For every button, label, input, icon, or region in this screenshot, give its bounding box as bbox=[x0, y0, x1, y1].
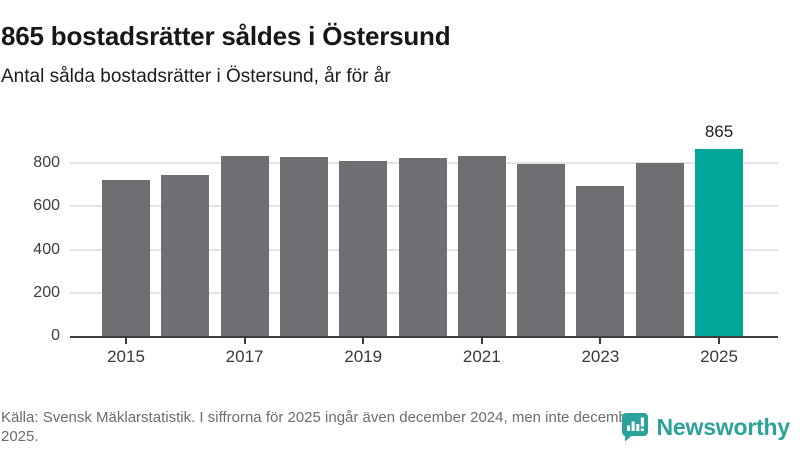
x-axis-tick-2025 bbox=[718, 336, 720, 344]
bar-2019 bbox=[339, 161, 388, 336]
y-axis-label-400: 400 bbox=[33, 240, 60, 258]
y-axis-label-0: 0 bbox=[51, 327, 60, 344]
y-axis-label-600: 600 bbox=[33, 197, 60, 215]
y-axis-label-800: 800 bbox=[33, 154, 60, 172]
x-axis-label-2021: 2021 bbox=[462, 347, 501, 366]
chart-subtitle: Antal sålda bostadsrätter i Östersund, å… bbox=[1, 66, 391, 87]
plot-area: 0 200 400 600 800 2015 2017 2019 2021 2023 2025 865 bbox=[33, 120, 778, 366]
y-axis-label-200: 200 bbox=[33, 283, 60, 301]
page-title: 865 bostadsrätter såldes i Östersund bbox=[1, 21, 451, 52]
bar-2016 bbox=[161, 175, 210, 336]
x-axis-line bbox=[70, 336, 778, 338]
bar-2024 bbox=[635, 163, 684, 336]
bar-2018 bbox=[279, 156, 328, 336]
bar-2021 bbox=[457, 155, 506, 336]
bar-2017 bbox=[220, 155, 269, 336]
x-axis-tick-2023 bbox=[599, 336, 602, 344]
bar-2022 bbox=[517, 164, 566, 336]
x-axis-tick-2017 bbox=[243, 336, 246, 344]
x-axis-label-2023: 2023 bbox=[581, 347, 620, 366]
bar-2015 bbox=[102, 180, 150, 336]
x-axis-tick-2021 bbox=[480, 336, 483, 344]
brand-wordmark: Newsworthy bbox=[656, 413, 791, 440]
x-axis-label-2015: 2015 bbox=[107, 347, 145, 366]
newsworthy-bubble-icon bbox=[621, 413, 648, 442]
x-axis-label-2025: 2025 bbox=[700, 347, 738, 366]
bar-2020 bbox=[398, 157, 447, 336]
x-axis-label-2019: 2019 bbox=[344, 347, 383, 366]
x-axis-label-2017: 2017 bbox=[225, 347, 264, 366]
bar-2023 bbox=[576, 185, 625, 336]
x-axis-tick-2015 bbox=[125, 336, 127, 344]
newsworthy-logo: Newsworthy bbox=[621, 412, 790, 442]
bar-2025 bbox=[695, 149, 743, 336]
bar-value-label: 865 bbox=[704, 122, 734, 142]
x-axis-tick-2019 bbox=[362, 336, 365, 344]
source-note: Källa: Svensk Mäklarstatistik. I siffror… bbox=[1, 409, 641, 445]
